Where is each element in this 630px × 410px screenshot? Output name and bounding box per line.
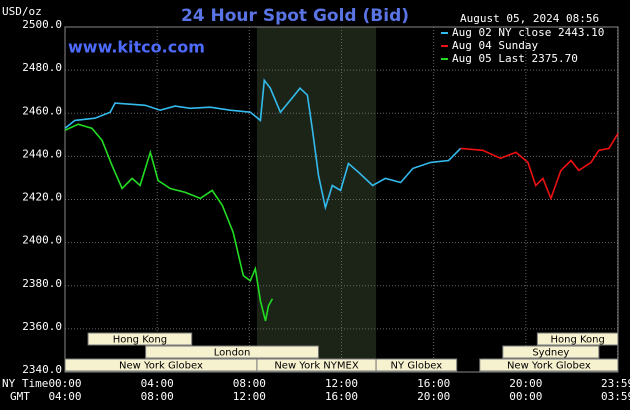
gmt-tick-label: 20:00 xyxy=(417,390,450,403)
chart-title: 24 Hour Spot Gold (Bid) xyxy=(181,6,409,26)
session-box xyxy=(87,332,193,346)
session-label: Hong Kong xyxy=(550,335,604,346)
gmt-tick-label: 04:00 xyxy=(48,390,81,403)
session-label: New York Globex xyxy=(119,361,203,372)
plot-frame xyxy=(64,26,619,373)
y-tick-label: 2360.0 xyxy=(22,320,62,333)
timestamp: August 05, 2024 08:56 xyxy=(460,12,599,25)
nymex-highlight xyxy=(256,27,377,372)
gmt-tick-label: 08:00 xyxy=(141,390,174,403)
gmt-tick-label: 03:59 xyxy=(601,390,630,403)
y-tick-label: 2440.0 xyxy=(22,147,62,160)
session-box xyxy=(375,358,458,372)
y-tick-label: 2480.0 xyxy=(22,61,62,74)
gmt-tick-label: 00:00 xyxy=(509,390,542,403)
price-line xyxy=(460,132,619,201)
session-box xyxy=(145,345,319,359)
legend-label: Aug 05 Last 2375.70 xyxy=(452,52,578,65)
session-label: Hong Kong xyxy=(113,335,167,346)
legend-label: Aug 04 Sunday xyxy=(452,39,538,52)
y-tick-label: 2420.0 xyxy=(22,191,62,204)
legend-label: Aug 02 NY close 2443.10 xyxy=(452,26,604,39)
session-label: New York Globex xyxy=(507,361,591,372)
y-tick-label: 2380.0 xyxy=(22,277,62,290)
y-axis-label: USD/oz xyxy=(2,5,42,18)
session-label: NY Globex xyxy=(391,361,443,372)
x-axis-label: NY Time xyxy=(2,377,48,390)
x-tick-label: 20:00 xyxy=(509,377,542,390)
y-tick-label: 2500.0 xyxy=(22,18,62,31)
session-label: Sydney xyxy=(532,348,569,359)
x-tick-label: 23:59 xyxy=(601,377,630,390)
session-box xyxy=(502,345,600,359)
gmt-tick-label: 12:00 xyxy=(233,390,266,403)
session-box xyxy=(536,332,619,346)
x-tick-label: 08:00 xyxy=(233,377,266,390)
price-line xyxy=(64,123,274,322)
session-label: New York NYMEX xyxy=(274,361,359,372)
y-tick-label: 2460.0 xyxy=(22,104,62,117)
chart-subtitle: www.kitco.com xyxy=(68,38,205,57)
gmt-tick-label: 16:00 xyxy=(325,390,358,403)
x-tick-label: 12:00 xyxy=(325,377,358,390)
x-tick-label: 00:00 xyxy=(48,377,81,390)
price-line xyxy=(64,78,462,211)
x-tick-label: 16:00 xyxy=(417,377,450,390)
session-label: London xyxy=(214,348,251,359)
x2-axis-label: GMT xyxy=(10,390,30,403)
y-tick-label: 2400.0 xyxy=(22,234,62,247)
y-tick-label: 2340.0 xyxy=(22,363,62,376)
session-box xyxy=(479,358,619,372)
x-tick-label: 04:00 xyxy=(141,377,174,390)
